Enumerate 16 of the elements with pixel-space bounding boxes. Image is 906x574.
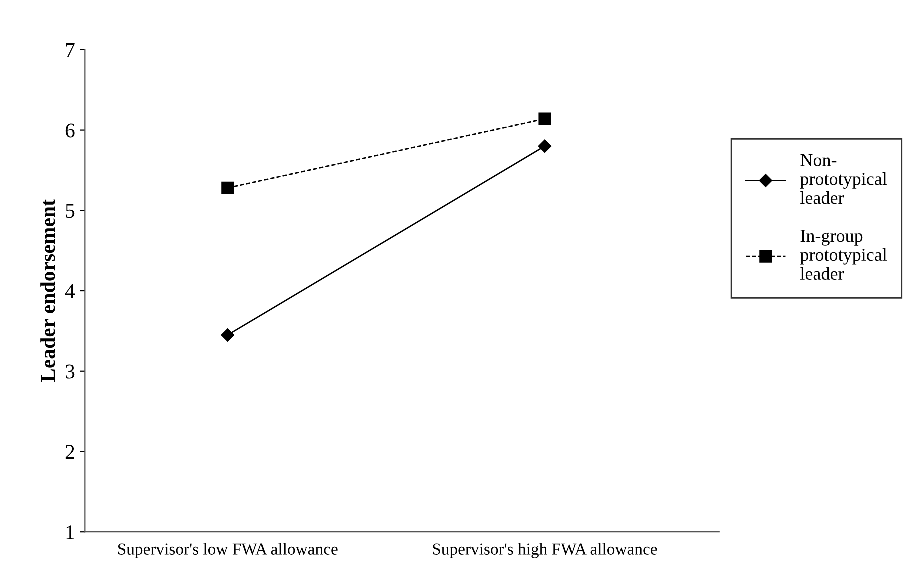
point <box>222 182 234 194</box>
legend-label: In-group prototypical leader <box>800 230 888 280</box>
point <box>221 328 234 342</box>
x-tick-label: Supervisor's high FWA allowance <box>433 543 658 558</box>
point <box>538 112 552 126</box>
y-tick-label: 2 <box>66 445 74 459</box>
y-tick-label: 7 <box>66 44 75 58</box>
y-tick-label: 1 <box>66 526 74 540</box>
point <box>538 140 552 153</box>
y-tick-label: 3 <box>66 364 75 379</box>
legend-label: Non- prototypical leader <box>800 154 888 204</box>
y-tick-label: 5 <box>66 204 75 218</box>
y-tick-label: 6 <box>66 124 75 138</box>
x-tick-label: Supervisor's low FWA allowance <box>118 543 338 558</box>
y-axis-title: Leader endorsement <box>40 200 56 382</box>
y-tick-label: 4 <box>65 284 76 298</box>
